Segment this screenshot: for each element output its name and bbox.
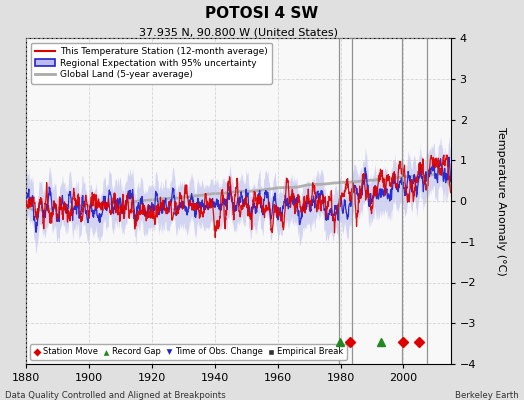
- Text: Data Quality Controlled and Aligned at Breakpoints: Data Quality Controlled and Aligned at B…: [5, 391, 226, 400]
- Text: Berkeley Earth: Berkeley Earth: [455, 391, 519, 400]
- Legend: Station Move, Record Gap, Time of Obs. Change, Empirical Break: Station Move, Record Gap, Time of Obs. C…: [30, 344, 347, 360]
- Title: 37.935 N, 90.800 W (United States): 37.935 N, 90.800 W (United States): [139, 27, 338, 37]
- Text: POTOSI 4 SW: POTOSI 4 SW: [205, 6, 319, 21]
- Y-axis label: Temperature Anomaly (°C): Temperature Anomaly (°C): [496, 127, 506, 275]
